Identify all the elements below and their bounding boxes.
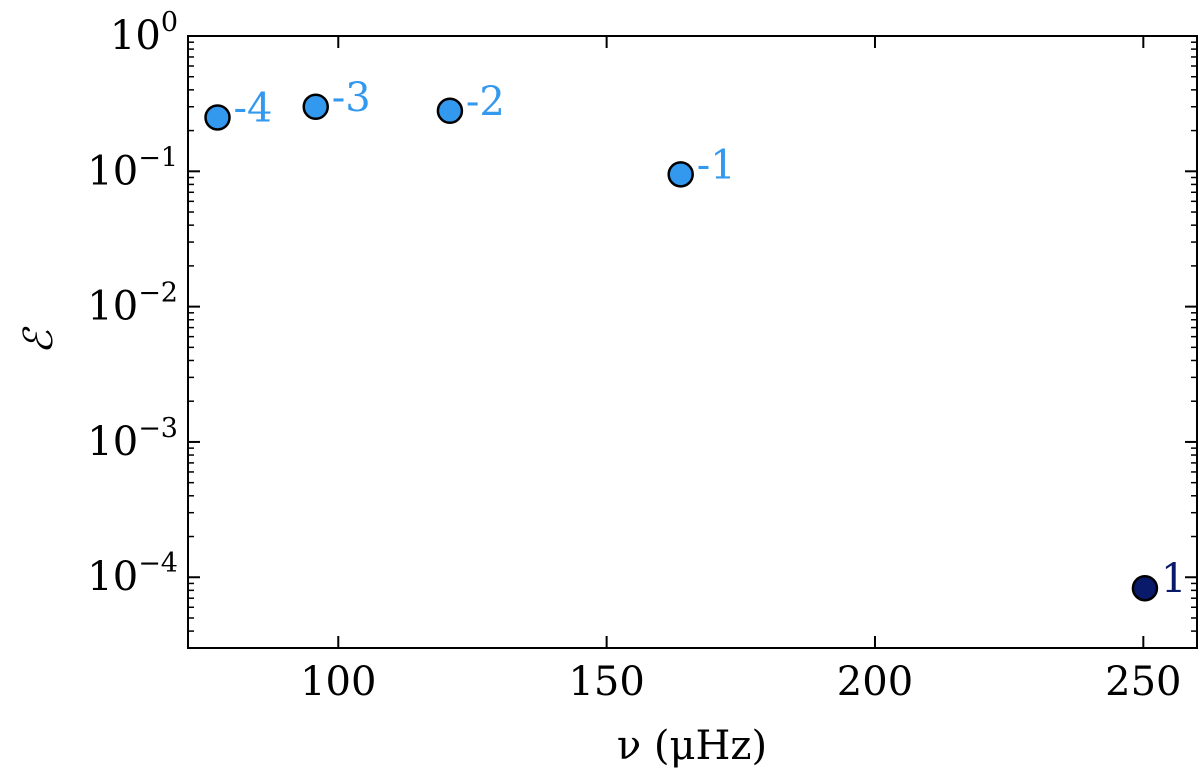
x-axis-label: ν (μHz) [617,723,767,769]
data-point [302,93,329,121]
x-tick-label: 200 [837,659,913,705]
x-tick-label: 250 [1105,659,1181,705]
data-points: -4 -3 -2 -1 1 [204,75,1186,602]
x-tick-label: 100 [300,659,376,705]
y-tick-label: 10−1 [87,142,178,194]
data-point-label: -3 [332,75,371,121]
y-tick-label: 10−2 [87,278,178,330]
data-point-label: -1 [697,142,736,188]
y-tick-label: 10−3 [87,413,178,465]
y-axis-label: ℰ [16,326,62,354]
data-point-label: 1 [1161,556,1186,602]
x-tick-label: 150 [568,659,644,705]
data-point-label: -4 [234,85,273,131]
x-axis-ticks: 100 150 200 250 [300,36,1182,705]
data-point [204,104,231,131]
data-point [1131,574,1159,602]
data-point [667,161,694,188]
data-point [436,97,464,125]
y-axis-ticks: 100 10−1 10−2 10−3 10−4 [87,7,1197,632]
y-tick-label: 100 [110,7,178,59]
plot-area [187,35,1198,649]
y-tick-label: 10−4 [87,548,178,600]
data-point-label: -2 [466,79,505,125]
